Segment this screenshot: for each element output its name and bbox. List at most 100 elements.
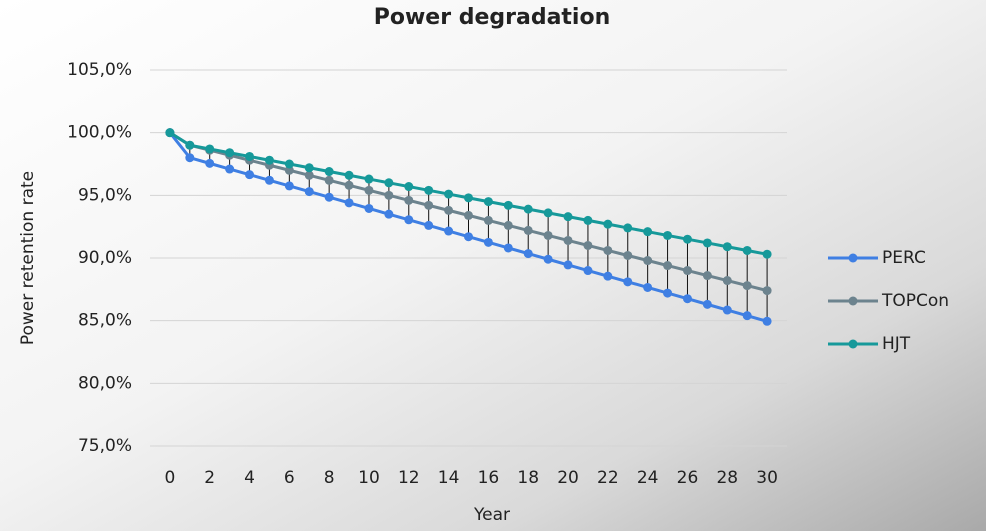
- data-point: [763, 250, 772, 259]
- data-point: [743, 311, 752, 320]
- data-point: [444, 227, 453, 236]
- data-point: [583, 216, 592, 225]
- data-point: [524, 226, 533, 235]
- x-tick-label: 8: [324, 468, 335, 488]
- data-point: [325, 193, 334, 202]
- data-point: [603, 272, 612, 281]
- x-tick-label: 30: [756, 468, 778, 488]
- data-point: [325, 176, 334, 185]
- data-point: [245, 170, 254, 179]
- data-point: [683, 235, 692, 244]
- data-point: [464, 211, 473, 220]
- data-point: [743, 281, 752, 290]
- data-point: [623, 223, 632, 232]
- data-point: [603, 220, 612, 229]
- data-point: [763, 286, 772, 295]
- x-axis-label: Year: [473, 505, 510, 525]
- data-point: [683, 266, 692, 275]
- data-point: [703, 271, 712, 280]
- x-tick-label: 12: [398, 468, 420, 488]
- data-point: [185, 141, 194, 150]
- x-tick-label: 10: [358, 468, 380, 488]
- data-point: [623, 277, 632, 286]
- page: {"chart_data": {"type": "line", "title":…: [0, 0, 986, 531]
- data-point: [583, 266, 592, 275]
- legend-marker: [849, 340, 858, 349]
- x-tick-label: 4: [244, 468, 255, 488]
- data-point: [345, 171, 354, 180]
- y-tick-label: 90,0%: [78, 248, 132, 268]
- data-point: [504, 201, 513, 210]
- data-point: [285, 181, 294, 190]
- data-point: [384, 178, 393, 187]
- data-point: [424, 186, 433, 195]
- data-point: [384, 191, 393, 200]
- data-point: [464, 193, 473, 202]
- x-tick-label: 0: [164, 468, 175, 488]
- data-point: [484, 197, 493, 206]
- data-point: [424, 201, 433, 210]
- data-point: [265, 156, 274, 165]
- data-point: [583, 241, 592, 250]
- x-tick-label: 16: [478, 468, 500, 488]
- data-point: [205, 159, 214, 168]
- data-point: [504, 243, 513, 252]
- x-tick-label: 26: [677, 468, 699, 488]
- data-point: [404, 215, 413, 224]
- data-point: [643, 227, 652, 236]
- x-tick-label: 6: [284, 468, 295, 488]
- data-point: [524, 205, 533, 214]
- data-point: [544, 255, 553, 264]
- data-point: [524, 249, 533, 258]
- data-point: [205, 144, 214, 153]
- data-point: [424, 221, 433, 230]
- x-tick-label: 2: [204, 468, 215, 488]
- x-tick-label: 20: [557, 468, 579, 488]
- y-tick-label: 105,0%: [67, 60, 132, 80]
- data-point: [265, 176, 274, 185]
- data-point: [305, 163, 314, 172]
- x-tick-label: 18: [517, 468, 539, 488]
- data-point: [763, 317, 772, 326]
- y-tick-label: 95,0%: [78, 185, 132, 205]
- data-point: [444, 190, 453, 199]
- data-point: [723, 242, 732, 251]
- legend-label: TOPCon: [881, 291, 949, 311]
- data-point: [484, 216, 493, 225]
- data-point: [504, 221, 513, 230]
- chart: Power degradation Year Power retention r…: [0, 0, 986, 531]
- data-point: [484, 238, 493, 247]
- y-tick-label: 85,0%: [78, 311, 132, 331]
- data-point: [384, 210, 393, 219]
- data-point: [723, 306, 732, 315]
- data-point: [743, 246, 752, 255]
- y-tick-label: 100,0%: [67, 123, 132, 143]
- legend-marker: [849, 254, 858, 263]
- data-point: [703, 300, 712, 309]
- data-point: [544, 231, 553, 240]
- y-axis-label: Power retention rate: [18, 171, 38, 345]
- y-tick-label: 75,0%: [78, 436, 132, 456]
- chart-title: Power degradation: [374, 5, 611, 30]
- data-point: [663, 289, 672, 298]
- data-point: [285, 160, 294, 169]
- data-point: [663, 261, 672, 270]
- data-point: [325, 167, 334, 176]
- data-point: [564, 236, 573, 245]
- data-point: [225, 165, 234, 174]
- data-point: [345, 198, 354, 207]
- data-point: [404, 196, 413, 205]
- x-tick-label: 22: [597, 468, 619, 488]
- data-point: [683, 294, 692, 303]
- y-tick-label: 80,0%: [78, 373, 132, 393]
- legend-marker: [849, 297, 858, 306]
- data-point: [225, 148, 234, 157]
- x-tick-label: 28: [716, 468, 738, 488]
- data-point: [305, 187, 314, 196]
- data-point: [564, 260, 573, 269]
- data-point: [643, 283, 652, 292]
- data-point: [663, 231, 672, 240]
- legend-label: PERC: [882, 248, 926, 268]
- data-point: [703, 238, 712, 247]
- data-point: [345, 181, 354, 190]
